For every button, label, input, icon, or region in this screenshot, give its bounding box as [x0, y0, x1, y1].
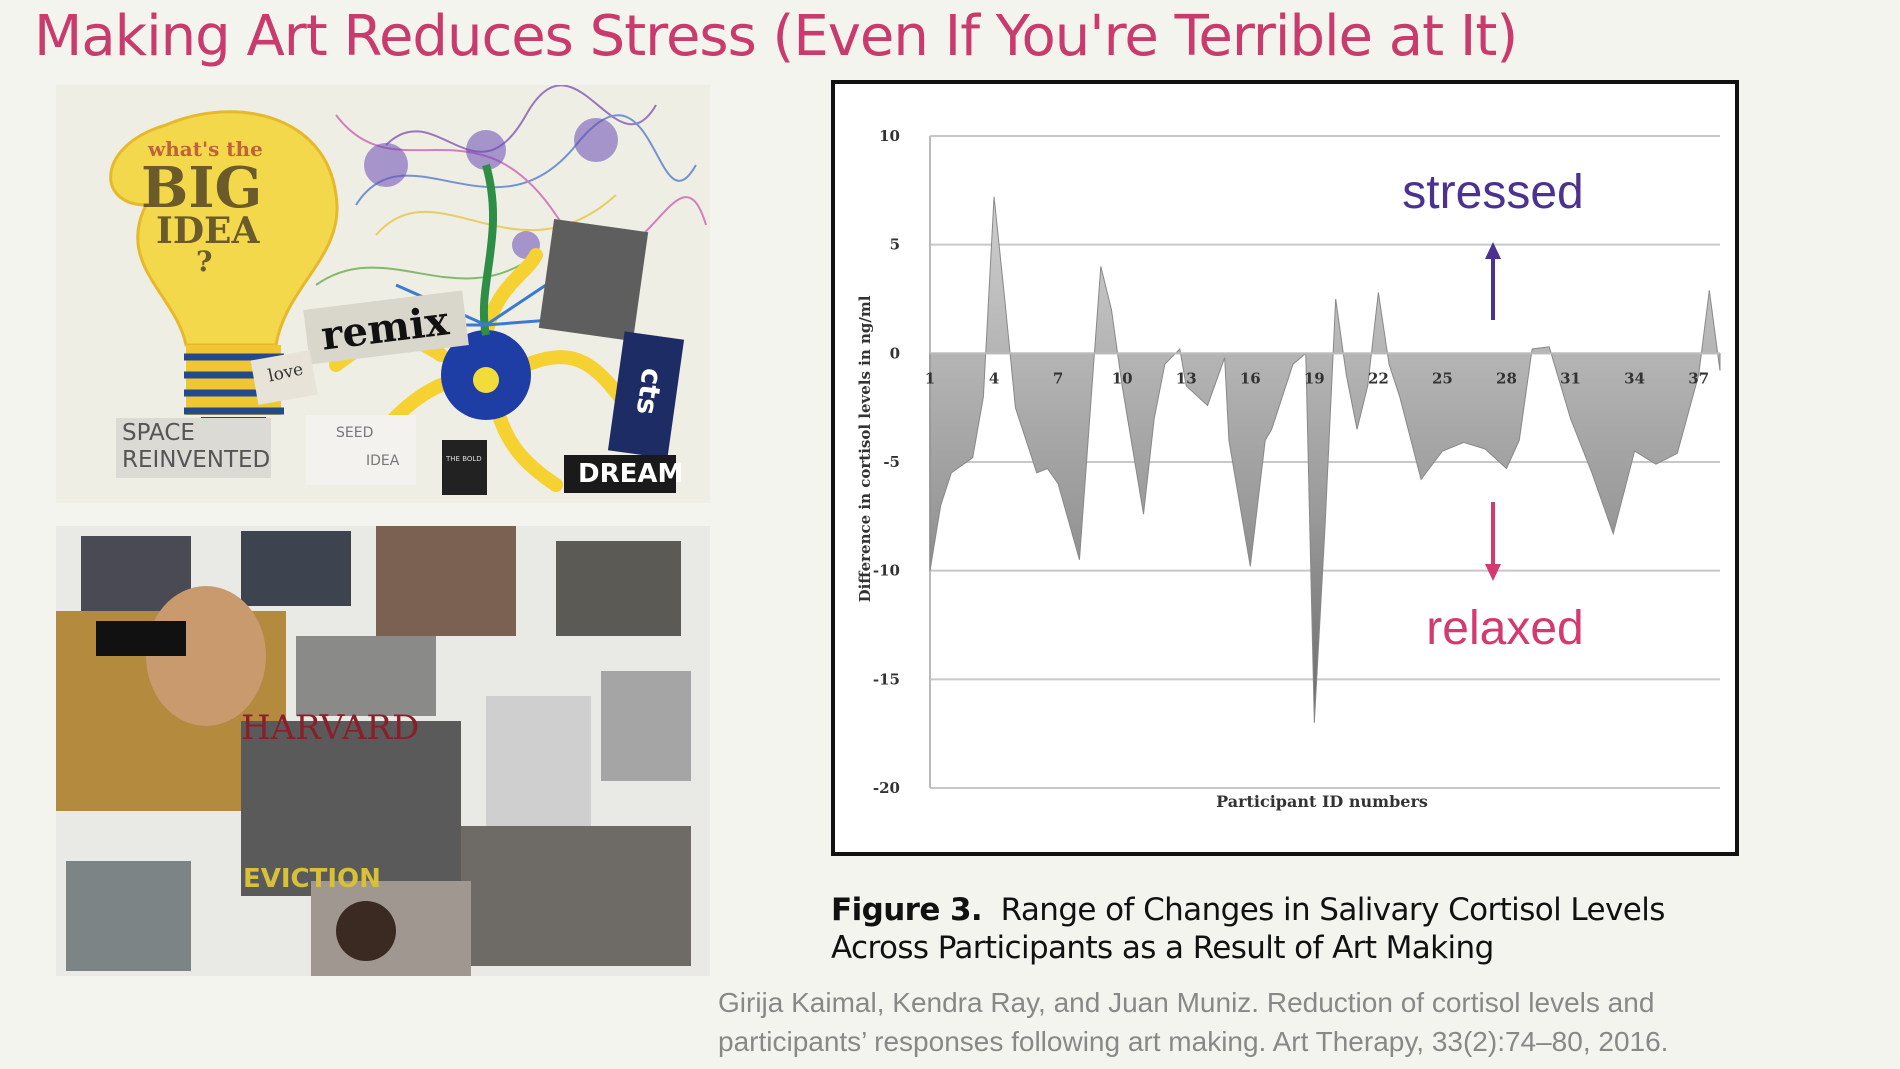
x-tick-label: 7	[1053, 369, 1063, 387]
cutout-reinvented: REINVENTED	[122, 447, 271, 473]
bulb-text-whats-the: what's the	[148, 137, 263, 161]
y-tick-label: 5	[890, 236, 900, 254]
cutout-side-tag: cts	[629, 366, 669, 417]
slide-title: Making Art Reduces Stress (Even If You'r…	[34, 4, 1518, 69]
caption-line-2: Across Participants as a Result of Art M…	[831, 930, 1494, 966]
bulb-text-idea: IDEA	[156, 210, 260, 252]
cutout-space: SPACE	[122, 420, 195, 446]
chart-frame: 10 5 0 -5 -10 -15 -20 1 4 7 10 13 16 19 22 25 28 31 34 37 D…	[831, 80, 1739, 856]
cortisol-area-chart: 10 5 0 -5 -10 -15 -20 1 4 7 10 13 16 19 22 25 28 31 34 37 D…	[856, 127, 1721, 811]
x-tick-label: 25	[1432, 369, 1453, 387]
arrow-down-head	[1485, 564, 1501, 581]
x-axis-label: Participant ID numbers	[1216, 792, 1428, 811]
x-tick-label: 1	[925, 369, 935, 387]
y-tick-label: -20	[873, 779, 900, 797]
x-tick-label: 31	[1560, 369, 1581, 387]
collage-top-drawing	[109, 85, 707, 495]
y-tick-label: -10	[873, 562, 900, 580]
annotation-relaxed: relaxed	[1426, 602, 1583, 655]
cutout-idea: IDEA	[366, 453, 400, 469]
area-series	[929, 196, 1721, 723]
x-tick-label: 13	[1176, 369, 1197, 387]
x-tick-label: 4	[989, 369, 999, 387]
collage-bottom-image: HARVARD EVICTION	[56, 526, 710, 976]
x-tick-label: 34	[1624, 369, 1645, 387]
x-tick-label: 28	[1496, 369, 1517, 387]
collage-bottom-drawing	[56, 526, 691, 976]
y-tick-label: -5	[883, 453, 900, 471]
annotation-stressed: stressed	[1402, 166, 1583, 219]
cutout-seed: SEED	[336, 425, 374, 441]
bulb-text-big: BIG	[141, 155, 263, 221]
figure-caption: Figure 3. Range of Changes in Salivary C…	[831, 891, 1811, 967]
cutout-harvard: HARVARD	[241, 708, 420, 748]
arrow-up-head	[1485, 242, 1501, 259]
y-tick-label: -15	[873, 670, 900, 688]
figure-label: Figure 3.	[831, 892, 983, 928]
citation-line-2: participants’ responses following art ma…	[718, 1026, 1669, 1057]
bulb-text-question: ?	[196, 245, 213, 278]
y-axis-label: Difference in cortisol levels in ng/ml	[856, 295, 874, 602]
citation-line-1: Girija Kaimal, Kendra Ray, and Juan Muni…	[718, 987, 1655, 1018]
x-tick-label: 22	[1368, 369, 1389, 387]
x-tick-label: 16	[1240, 369, 1261, 387]
x-tick-label: 37	[1688, 369, 1709, 387]
caption-line-1: Range of Changes in Salivary Cortisol Le…	[1000, 892, 1666, 928]
cutout-dream: DREAM	[578, 459, 684, 489]
y-tick-label: 10	[879, 127, 900, 145]
x-tick-label: 19	[1304, 369, 1325, 387]
cutout-eviction: EVICTION	[243, 864, 381, 894]
citation: Girija Kaimal, Kendra Ray, and Juan Muni…	[718, 983, 1868, 1061]
cutout-small-label: THE BOLD	[446, 455, 482, 463]
collage-top-image: what's the BIG IDEA ? remix love SPACE R…	[56, 85, 710, 503]
y-tick-label: 0	[890, 344, 900, 362]
x-tick-label: 10	[1112, 369, 1133, 387]
